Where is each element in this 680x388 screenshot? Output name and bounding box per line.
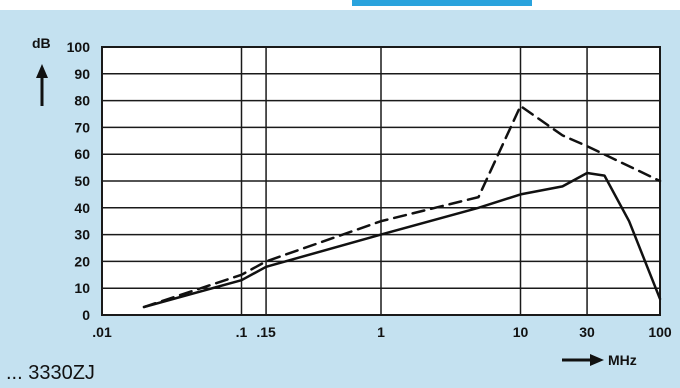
series-line-solid (142, 171, 662, 309)
banner-accent (352, 0, 532, 6)
x-tick-label: .01 (92, 324, 112, 340)
series-lines (142, 104, 662, 309)
grid-lines (101, 46, 661, 316)
x-axis-arrow (562, 354, 604, 366)
y-tick-label: 50 (74, 173, 90, 189)
y-tick-label: 90 (74, 66, 90, 82)
x-tick-label: 10 (513, 324, 529, 340)
x-tick-label: .15 (256, 324, 276, 340)
y-tick-label: 10 (74, 280, 90, 296)
y-tick-labels: 0 10 20 30 40 50 60 70 80 90 100 (67, 39, 91, 323)
y-axis-arrow (36, 64, 48, 106)
figure-reference-code: ... 3330ZJ (6, 362, 95, 384)
series-line-dashed (142, 104, 662, 309)
y-tick-label: 20 (74, 253, 90, 269)
x-tick-label: 30 (579, 324, 595, 340)
y-axis-label: dB (32, 35, 51, 51)
y-tick-label: 40 (74, 200, 90, 216)
x-axis-label: MHz (608, 352, 637, 368)
top-banner-strip (0, 0, 680, 10)
x-tick-label: 1 (377, 324, 385, 340)
y-tick-label: 100 (67, 39, 91, 55)
x-tick-label: .1 (236, 324, 248, 340)
y-tick-label: 70 (74, 119, 90, 135)
y-tick-label: 80 (74, 93, 90, 109)
y-tick-label: 0 (82, 307, 90, 323)
x-tick-labels: .01 .1 .15 1 10 30 100 (92, 324, 672, 340)
y-tick-label: 60 (74, 146, 90, 162)
x-tick-label: 100 (648, 324, 672, 340)
y-tick-label: 30 (74, 227, 90, 243)
